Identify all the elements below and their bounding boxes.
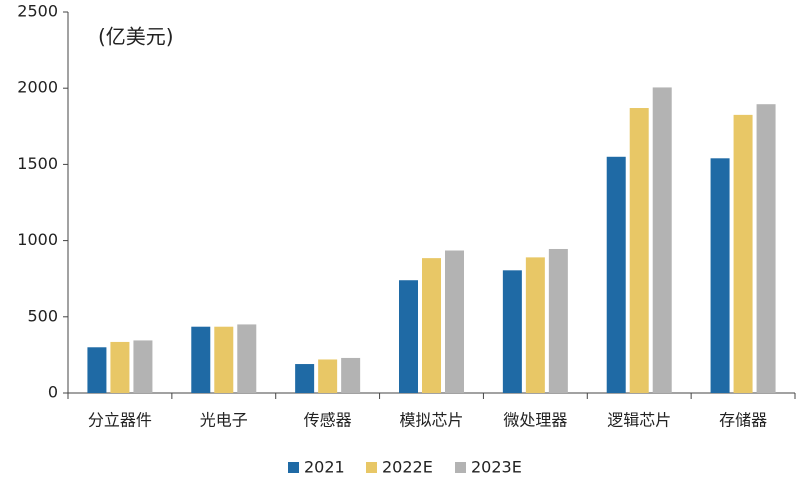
bar <box>318 359 338 393</box>
bar <box>110 341 130 393</box>
x-tick-label: 光电子 <box>200 411 248 430</box>
bar <box>399 280 418 393</box>
bar <box>133 340 153 393</box>
bar <box>214 326 234 393</box>
bar <box>525 257 545 393</box>
y-tick-label: 2000 <box>17 78 58 97</box>
bar <box>502 270 522 393</box>
bar <box>733 114 753 394</box>
bar <box>237 324 257 393</box>
x-tick-label: 模拟芯片 <box>399 411 463 430</box>
legend-swatch <box>288 462 299 473</box>
bar <box>422 258 441 393</box>
bar <box>445 250 464 393</box>
bar <box>629 108 649 394</box>
bar <box>87 347 107 393</box>
x-tick-label: 存储器 <box>719 411 767 430</box>
legend-label: 2021 <box>304 458 345 477</box>
legend-label: 2023E <box>471 458 522 477</box>
x-tick-label: 微处理器 <box>503 411 567 430</box>
bar <box>295 364 315 393</box>
y-tick-label: 1000 <box>17 230 58 249</box>
y-tick-label: 0 <box>48 383 58 402</box>
legend-swatch <box>455 462 466 473</box>
bar <box>710 158 730 393</box>
bar <box>341 357 361 393</box>
bar <box>652 87 672 394</box>
y-tick-label: 2500 <box>17 2 58 21</box>
bar <box>756 104 776 394</box>
bar <box>191 326 211 393</box>
bar <box>606 156 626 393</box>
x-tick-label: 逻辑芯片 <box>607 411 671 430</box>
x-tick-label: 分立器件 <box>88 411 152 430</box>
legend-swatch <box>366 462 377 473</box>
y-tick-label: 500 <box>27 306 58 325</box>
y-tick-label: 1500 <box>17 154 58 173</box>
x-tick-label: 传感器 <box>304 411 352 430</box>
legend-label: 2022E <box>382 458 433 477</box>
unit-annotation: (亿美元) <box>98 25 174 49</box>
bar <box>548 248 568 393</box>
